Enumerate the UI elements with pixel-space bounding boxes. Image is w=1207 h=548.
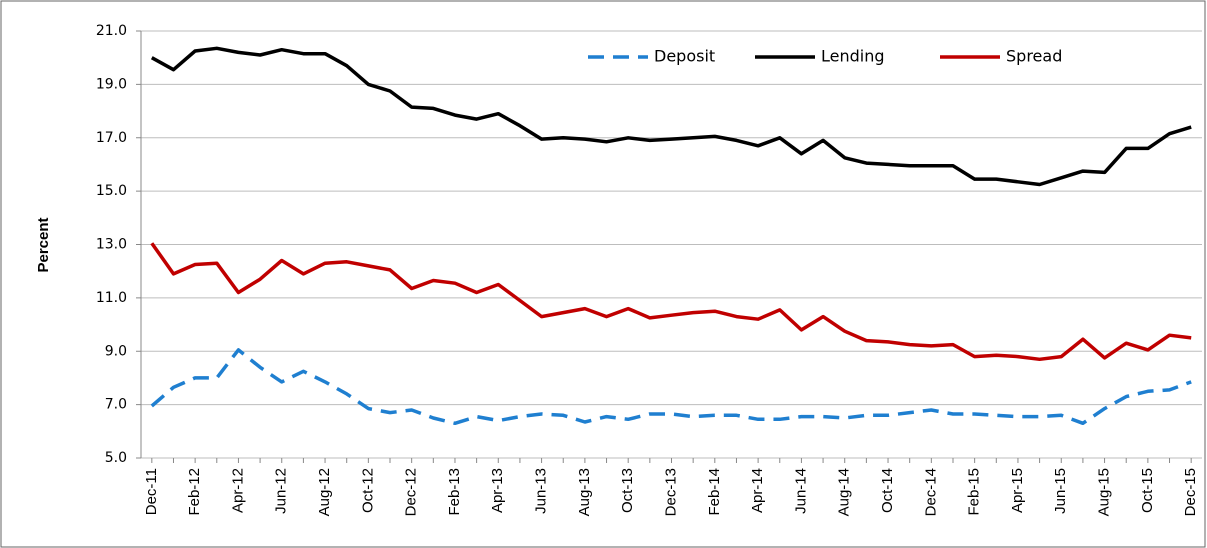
x-tick-label: Oct-14 [879,468,896,513]
x-tick-label: Dec-11 [143,468,160,515]
x-tick-label: Apr-12 [229,468,246,513]
x-tick-label: Jun-14 [792,468,809,514]
x-tick-label: Oct-15 [1139,468,1156,513]
x-tick-label: Apr-14 [749,468,766,513]
x-tick-label: Aug-15 [1096,468,1113,516]
y-tick-label: 19.0 [96,76,127,92]
x-tick-label: Dec-15 [1182,468,1199,516]
line-series [150,242,1192,362]
x-tick-label: Feb-14 [706,468,723,516]
y-tick-label: 15.0 [96,183,127,199]
legend-label: Spread [1006,47,1062,66]
line-series [150,46,1192,187]
y-tick-label: 17.0 [96,130,127,146]
legend-label: Deposit [654,47,715,66]
x-tick-label: Dec-13 [662,468,679,516]
y-tick-label: 11.0 [96,290,127,306]
x-tick-label: Dec-12 [403,468,420,516]
y-tick-label: 5.0 [105,450,127,466]
legend-label: Lending [821,47,885,66]
y-tick-label: 9.0 [105,343,127,359]
x-tick-label: Jun-13 [533,468,550,514]
x-tick-label: Oct-12 [359,468,376,513]
x-tick-label: Feb-13 [446,468,463,516]
y-tick-label: 21.0 [96,23,127,39]
x-tick-label: Feb-15 [966,468,983,516]
x-tick-label: Apr-15 [1009,468,1026,513]
x-tick-label: Jun-12 [273,468,290,514]
x-tick-label: Aug-12 [316,468,333,516]
x-tick-label: Aug-14 [836,468,853,516]
y-axis-title: Percent [35,217,52,272]
x-tick-label: Feb-12 [186,468,203,516]
x-tick-label: Apr-13 [489,468,506,513]
y-tick-label: 7.0 [105,397,127,413]
line-series [150,348,1192,426]
y-tick-label: 13.0 [96,237,127,253]
x-tick-label: Jun-15 [1052,468,1069,514]
x-tick-label: Aug-13 [576,468,593,516]
x-tick-label: Oct-13 [619,468,636,513]
x-tick-label: Dec-14 [922,468,939,516]
